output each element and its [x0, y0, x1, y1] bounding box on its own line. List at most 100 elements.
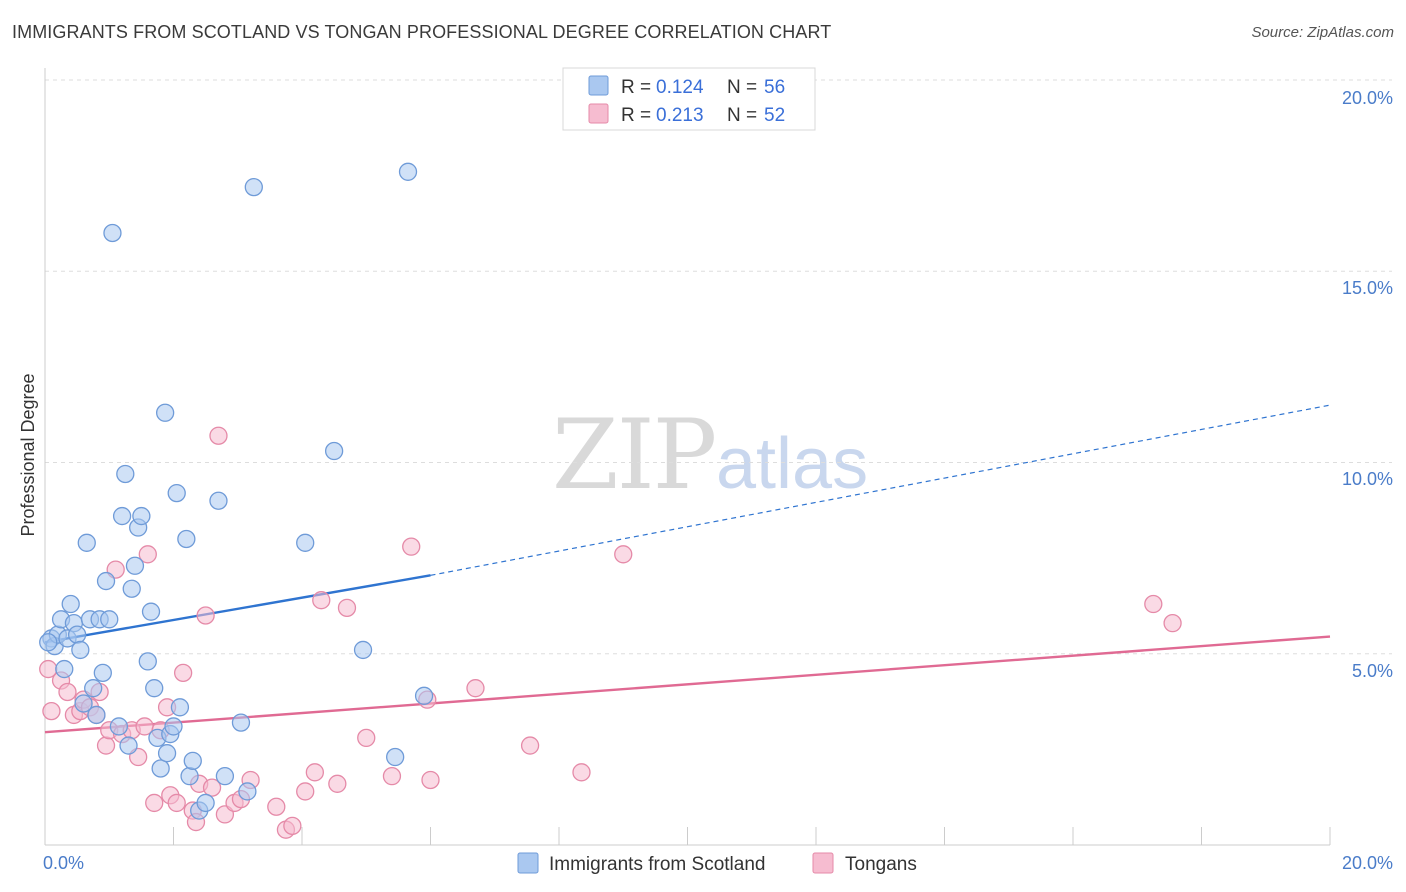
legend-r-label-scotland: R = [621, 77, 651, 98]
scotland-point-36 [164, 717, 183, 736]
x-tick-label-min: 0.0% [43, 853, 84, 873]
scotland-point-38 [170, 698, 190, 717]
tongan-point-49 [572, 763, 591, 782]
legend-r-value-tongan: 0.213 [656, 105, 704, 126]
watermark-atlas: atlas [716, 424, 868, 504]
legend-n-label-tongan: N = [727, 105, 757, 126]
scotland-point-34 [157, 744, 177, 763]
scotland-point-53 [398, 162, 418, 181]
scotland-point-10 [74, 694, 93, 713]
tongan-point-36 [283, 816, 302, 836]
scotland-point-20 [109, 717, 129, 736]
tongan-point-43 [382, 767, 402, 786]
tongan-point-50 [614, 545, 633, 564]
tongan-trend-line [44, 635, 1331, 734]
tongan-point-39 [312, 591, 331, 610]
scotland-point-16 [93, 663, 112, 683]
trend-lines [44, 404, 1331, 734]
tongan-point-18 [145, 793, 164, 813]
scotland-point-45 [215, 767, 235, 786]
legend-r-label-tongan: R = [621, 105, 651, 126]
legend: R = 0.124 N = 56 R = 0.213 N = 52 [562, 67, 816, 131]
scotland-point-43 [196, 793, 215, 813]
scotland-point-4 [55, 659, 74, 679]
legend-swatch-scotland [588, 75, 609, 96]
scotland-point-40 [180, 767, 199, 786]
bottom-legend-label-scotland: Immigrants from Scotland [549, 854, 765, 875]
tongan-point-38 [305, 763, 325, 782]
scotland-point-21 [112, 506, 132, 526]
scotland-point-14 [87, 705, 106, 725]
source-label: Source: ZipAtlas.com [1251, 24, 1394, 41]
scotland-point-19 [103, 223, 122, 243]
tongan-point-41 [337, 598, 357, 617]
tongan-point-52 [1163, 614, 1182, 633]
bottom-legend: Immigrants from Scotland Tongans [517, 852, 917, 875]
tongan-point-28 [202, 778, 222, 797]
scotland-point-11 [77, 533, 96, 552]
scotland-point-54 [414, 686, 434, 705]
legend-n-label-scotland: N = [727, 77, 757, 98]
scotland-trend-line [44, 574, 431, 644]
scotland-point-44 [209, 491, 228, 510]
scotland-point-47 [238, 782, 257, 801]
scotland-point-48 [244, 177, 263, 197]
tongan-point-34 [267, 797, 286, 816]
scotland-point-55 [39, 633, 58, 652]
y-tick-label-20: 20.0% [1342, 88, 1393, 108]
scotland-point-50 [324, 441, 344, 461]
bottom-legend-swatch-scotland [517, 852, 539, 874]
tongan-point-22 [167, 793, 186, 813]
scotland-point-18 [100, 610, 119, 629]
tongan-point-40 [328, 774, 347, 793]
scotland-point-22 [116, 464, 135, 484]
scotland-point-51 [353, 640, 373, 660]
chart-title: IMMIGRANTS FROM SCOTLAND VS TONGAN PROFE… [12, 22, 832, 42]
bottom-legend-label-tongan: Tongans [845, 854, 917, 875]
legend-n-value-tongan: 52 [764, 105, 785, 126]
legend-n-value-scotland: 56 [764, 77, 785, 98]
tongan-point-46 [421, 770, 440, 790]
y-tick-label-10: 10.0% [1342, 469, 1393, 489]
scotland-point-6 [61, 594, 80, 614]
scotland-points [39, 162, 434, 820]
legend-r-value-scotland: 0.124 [656, 77, 704, 98]
scotland-point-41 [183, 751, 202, 770]
tongan-point-37 [296, 782, 315, 801]
scotland-point-32 [151, 759, 170, 778]
tongan-point-29 [209, 426, 228, 445]
y-tick-label-5: 5.0% [1352, 661, 1393, 681]
scotland-point-37 [167, 483, 186, 503]
y-tick-label-15: 15.0% [1342, 278, 1393, 298]
x-tick-label-max: 20.0% [1342, 853, 1393, 873]
scotland-point-24 [122, 579, 141, 598]
scotland-point-9 [71, 640, 90, 660]
watermark-zip: ZIP [552, 399, 715, 511]
tongan-point-47 [466, 679, 485, 698]
scotland-point-39 [177, 529, 196, 549]
scotland-point-17 [96, 571, 116, 591]
scotland-point-29 [141, 602, 161, 621]
gridlines [45, 79, 1392, 655]
y-axis-label: Professional Degree [18, 373, 38, 536]
scotland-point-52 [386, 747, 405, 767]
tongan-point-3 [58, 682, 77, 702]
scotland-point-30 [145, 679, 164, 698]
scotland-point-25 [125, 556, 145, 575]
tongan-point-1 [42, 701, 61, 721]
tongan-point-48 [520, 736, 540, 755]
tongan-point-10 [96, 736, 116, 755]
tongan-point-42 [357, 728, 376, 748]
scotland-point-13 [84, 679, 103, 698]
tongan-point-23 [173, 663, 193, 683]
scotland-point-46 [231, 713, 251, 732]
tongan-point-17 [138, 545, 157, 564]
tongan-point-27 [196, 606, 215, 625]
scotland-point-27 [132, 506, 151, 526]
scotland-point-23 [119, 736, 138, 755]
bottom-legend-swatch-tongan [812, 852, 834, 874]
scotland-point-28 [138, 652, 157, 671]
scotland-point-49 [296, 533, 315, 552]
tongan-point-51 [1144, 594, 1163, 614]
